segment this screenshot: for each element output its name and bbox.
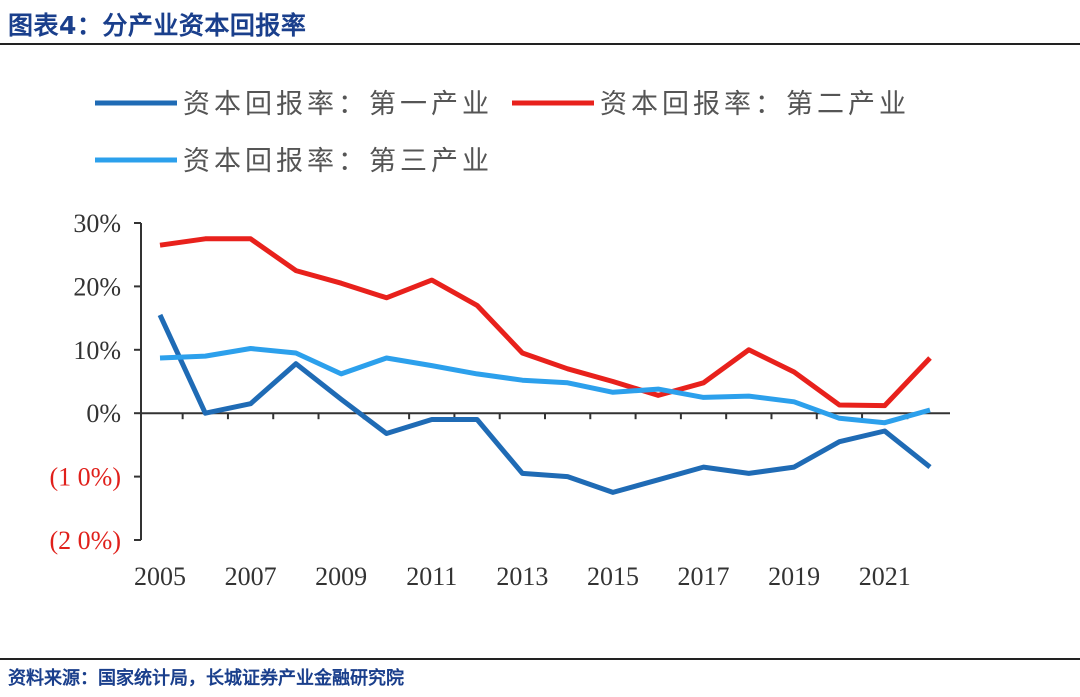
y-tick-label: (1 0%) (50, 463, 121, 492)
x-tick-label: 2005 (134, 562, 186, 591)
bottom-divider (0, 658, 1080, 660)
axes: 30% 20% 10% 0% (1 0%) (2 0%) 2005 2007 2009 2011 2… (50, 209, 950, 591)
source-note: 资料来源：国家统计局，长城证券产业金融研究院 (8, 668, 404, 689)
x-tick-label: 2021 (859, 562, 911, 591)
legend-label-2: 资本回报率：第二产业 (600, 89, 910, 120)
legend-label-3: 资本回报率：第三产业 (183, 146, 493, 177)
y-tick-label: (2 0%) (50, 526, 121, 555)
y-tick-label: 10% (73, 336, 121, 365)
top-divider (0, 43, 1080, 45)
x-tick-label: 2007 (225, 562, 277, 591)
y-tick-label: 0% (86, 399, 121, 428)
x-tick-label: 2019 (768, 562, 820, 591)
x-tick-label: 2011 (406, 562, 457, 591)
figure-title: 图表4：分产业资本回报率 (8, 11, 307, 40)
legend-label-1: 资本回报率：第一产业 (183, 89, 493, 120)
series-line-3 (159, 346, 931, 426)
y-tick-label: 20% (73, 272, 121, 301)
x-tick-label: 2013 (496, 562, 548, 591)
y-tick-label: 30% (73, 209, 121, 238)
series-lines (157, 236, 932, 495)
x-tick-label: 2015 (587, 562, 639, 591)
series-line-1 (157, 313, 932, 495)
series-line-2 (159, 236, 932, 409)
x-tick-label: 2009 (315, 562, 367, 591)
x-tick-label: 2017 (678, 562, 730, 591)
